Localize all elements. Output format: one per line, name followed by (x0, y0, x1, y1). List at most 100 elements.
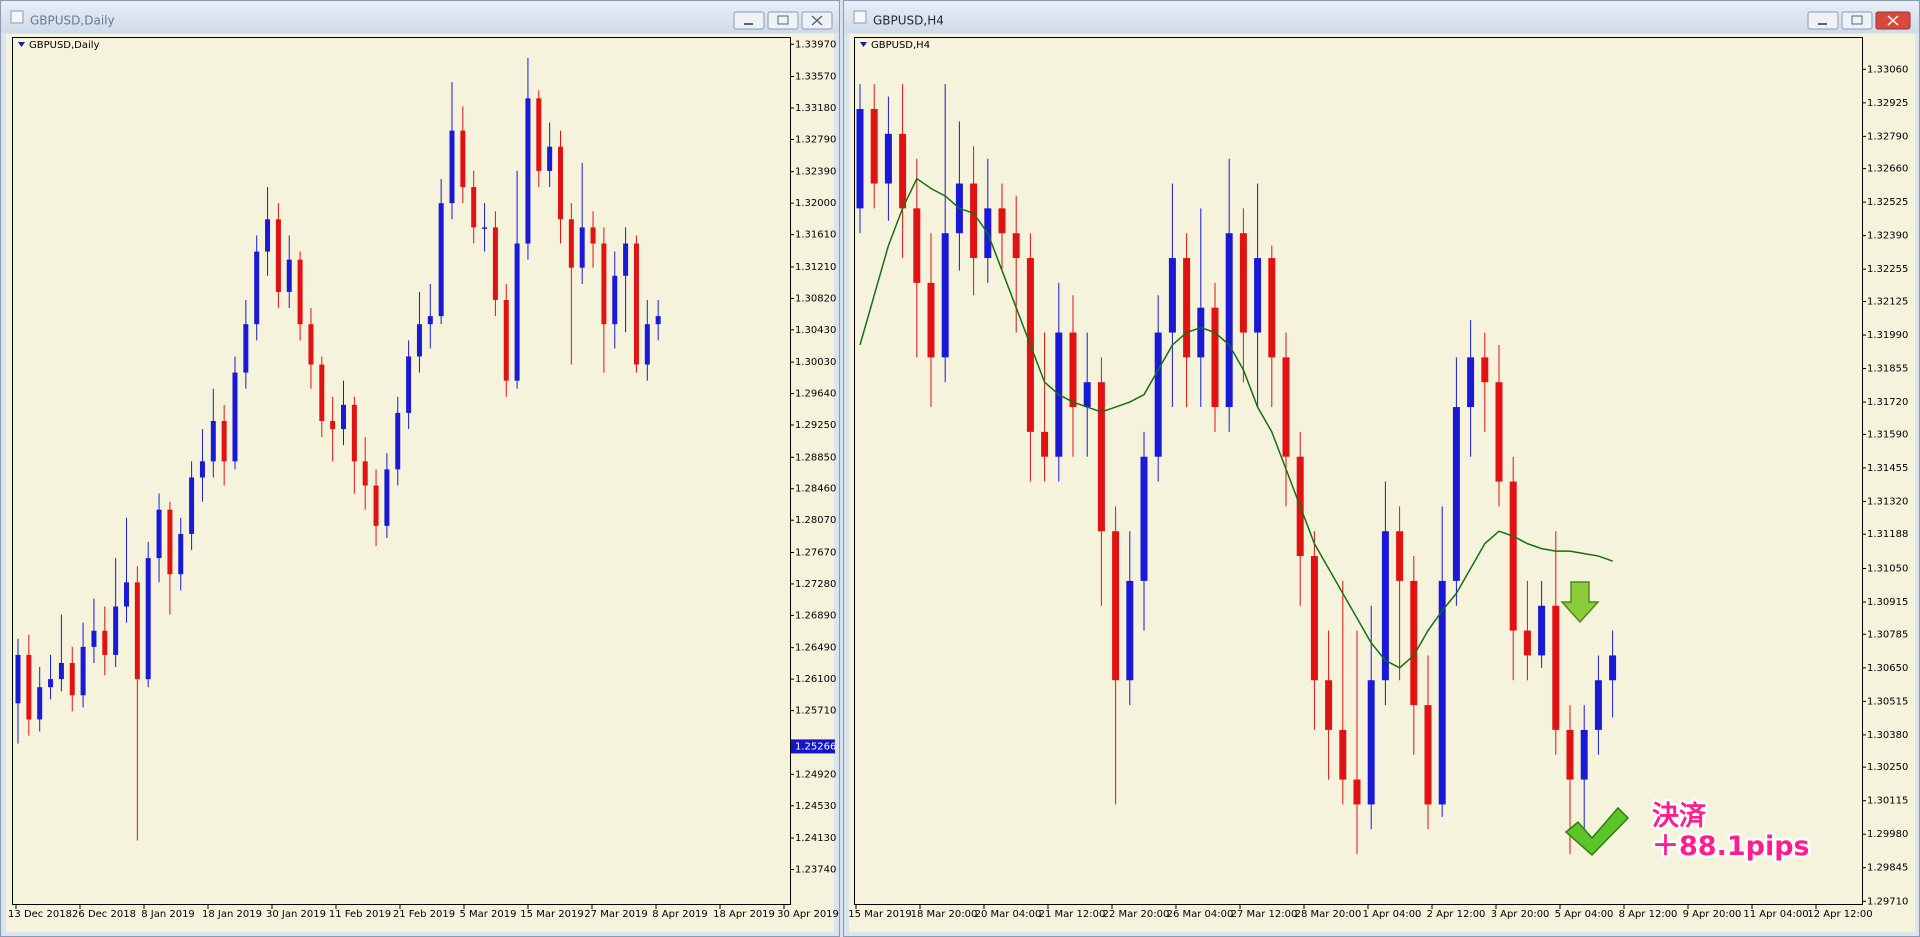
y-tick-label: 1.33970 (795, 39, 836, 50)
candle-body (1083, 382, 1091, 408)
x-tick-label: 12 Apr 12:00 (1807, 909, 1872, 920)
candle-body (297, 259, 303, 325)
candle-body (69, 662, 75, 696)
y-tick-label: 1.30820 (795, 293, 836, 304)
x-tick-label: 21 Feb 2019 (393, 909, 455, 920)
candle-body (644, 324, 650, 365)
candle-body (384, 469, 390, 526)
y-tick-label: 1.33060 (1867, 64, 1908, 75)
y-tick-label: 1.26100 (795, 674, 836, 685)
candle-body (91, 630, 97, 647)
candle-body (1211, 307, 1219, 408)
candle-body (395, 412, 401, 470)
candle-body (1495, 382, 1503, 482)
candle-body (1168, 258, 1176, 333)
candle-body (536, 98, 542, 171)
window-buttons[interactable] (733, 11, 833, 30)
candle-body (1481, 357, 1489, 383)
y-tick-label: 1.30785 (1867, 629, 1908, 640)
restore-button[interactable] (1841, 11, 1873, 30)
y-tick-label: 1.29845 (1867, 863, 1908, 874)
candle-body (568, 219, 574, 268)
candle-body (37, 687, 43, 720)
annotation: ＋88.1pips (1652, 831, 1810, 862)
y-tick-label: 1.33180 (795, 103, 836, 114)
candle-body (1552, 605, 1560, 730)
down-arrow-icon (1560, 581, 1600, 624)
y-tick-label: 1.32125 (1867, 296, 1908, 307)
y-tick-label: 1.30250 (1867, 762, 1908, 773)
window-buttons[interactable] (1807, 11, 1911, 30)
minimize-button[interactable] (733, 11, 765, 30)
y-tick-label: 1.29980 (1867, 829, 1908, 840)
x-tick-label: 8 Apr 12:00 (1619, 909, 1678, 920)
y-tick-label: 1.24130 (795, 833, 836, 844)
candle-body (189, 477, 195, 534)
candle-body (1467, 357, 1475, 408)
candle-body (525, 98, 531, 244)
candle-body (1239, 233, 1247, 333)
y-tick-label: 1.32660 (1867, 164, 1908, 175)
y-tick-label: 1.31720 (1867, 397, 1908, 408)
candle-body (351, 404, 357, 462)
y-tick-label: 1.30915 (1867, 597, 1908, 608)
candle-body (48, 679, 54, 688)
candle-body (286, 259, 292, 292)
moving-average (859, 177, 1613, 669)
y-tick-label: 1.31188 (1867, 529, 1908, 540)
candle-body (319, 364, 325, 421)
y-tick-label: 1.31210 (795, 262, 836, 273)
chart-background (849, 34, 1915, 932)
y-tick-label: 1.24920 (795, 769, 836, 780)
minimize-button[interactable] (1807, 11, 1839, 30)
restore-button[interactable] (767, 11, 799, 30)
candle-body (633, 243, 639, 365)
x-tick-label: 22 Mar 20:00 (1103, 909, 1170, 920)
candle-body (427, 316, 433, 325)
candle-body (590, 227, 596, 244)
y-tick-label: 1.25710 (795, 706, 836, 717)
candle-body (156, 509, 162, 559)
candle-body (460, 130, 466, 188)
candle-body (1509, 481, 1517, 631)
annotation-icons (1560, 581, 1630, 857)
x-tick-label: 5 Mar 2019 (459, 909, 516, 920)
candle-body (362, 461, 368, 486)
window-icon (10, 10, 24, 24)
candle-body (1594, 680, 1602, 730)
x-tick-label: 26 Mar 04:00 (1167, 909, 1234, 920)
candle-body (1097, 382, 1105, 532)
candle-body (1041, 431, 1049, 457)
candle-body (1310, 556, 1318, 681)
candle-body (145, 558, 151, 680)
chart-menu-arrow (860, 42, 867, 47)
y-tick-label: 1.23740 (795, 865, 836, 876)
annotation: 決済 (1652, 800, 1707, 832)
candle-body (547, 146, 553, 171)
y-tick-label: 1.33570 (795, 72, 836, 83)
candle-body (221, 420, 227, 462)
icon (1851, 15, 1863, 25)
y-tick-label: 1.26490 (795, 643, 836, 654)
x-tick-label: 28 Mar 20:00 (1295, 909, 1362, 920)
candle-body (113, 606, 119, 655)
candle-body (471, 187, 477, 228)
y-tick-label: 1.27670 (795, 547, 836, 558)
price-marker-label: 1.25266 (795, 741, 836, 752)
candle-body (1183, 258, 1191, 358)
candle-body (913, 208, 921, 283)
y-tick-label: 1.28070 (795, 515, 836, 526)
candle-body (927, 282, 935, 358)
candle-body (1396, 531, 1404, 581)
candle-body (134, 582, 140, 680)
candle-body (899, 133, 907, 209)
candle-body (330, 420, 336, 430)
x-tick-label: 5 Apr 04:00 (1555, 909, 1614, 920)
x-tick-label: 20 Mar 04:00 (975, 909, 1042, 920)
candle-body (1438, 580, 1446, 805)
x-tick-label: 30 Apr 2019 (777, 909, 839, 920)
y-tick-label: 1.29250 (795, 420, 836, 431)
candle-body (579, 227, 585, 268)
y-tick-label: 1.30650 (1867, 663, 1908, 674)
candle-body (1325, 680, 1333, 730)
